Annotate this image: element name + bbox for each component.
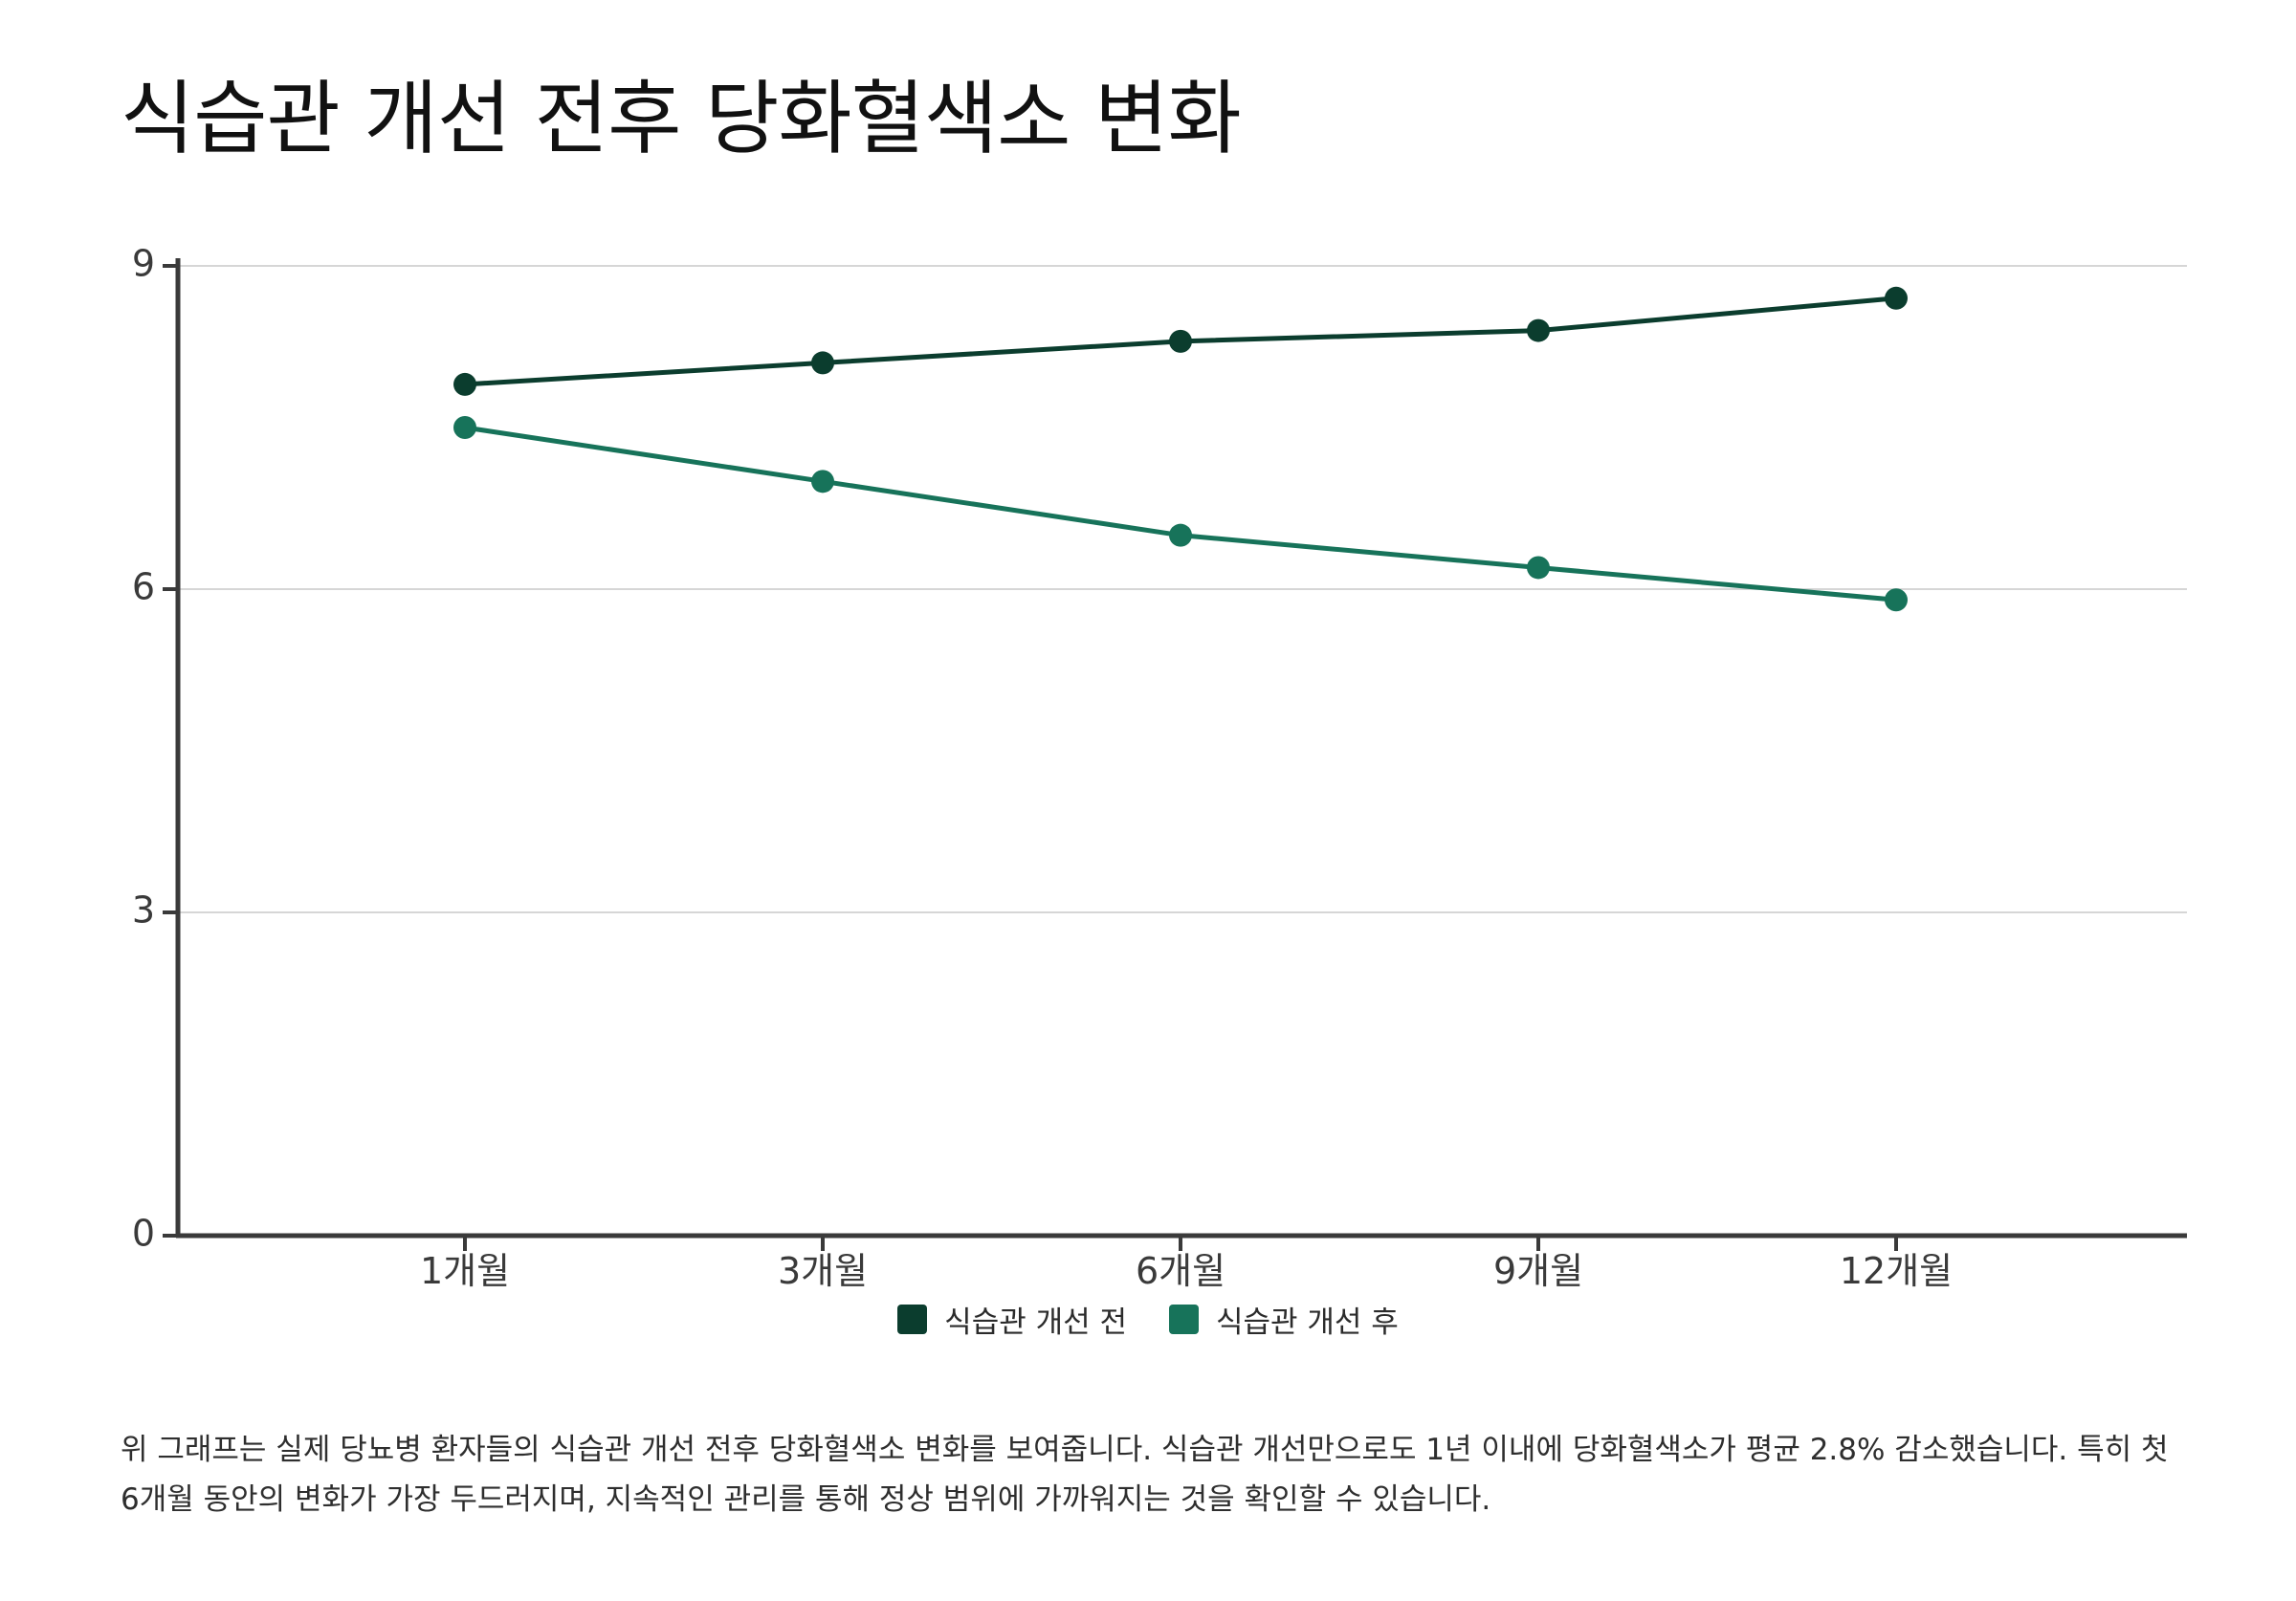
x-tick-label: 9개월 — [1493, 1250, 1583, 1292]
series-lines — [453, 286, 1908, 612]
x-axis-ticks: 1개월 3개월 6개월 9개월 12개월 — [420, 1236, 1953, 1292]
data-point — [811, 351, 834, 375]
data-point — [1885, 588, 1908, 612]
x-tick-label: 3개월 — [778, 1250, 868, 1292]
data-point — [1527, 318, 1550, 342]
data-point — [811, 470, 834, 493]
legend-label-before: 식습관 개선 전 — [944, 1305, 1127, 1340]
legend: 식습관 개선 전 식습관 개선 후 — [0, 1298, 2296, 1341]
y-tick-label: 9 — [132, 243, 155, 285]
x-tick-label: 1개월 — [420, 1250, 510, 1292]
legend-item-after[interactable]: 식습관 개선 후 — [1169, 1298, 1399, 1341]
chart-title: 식습관 개선 전후 당화혈색소 변화 — [121, 72, 1242, 165]
y-tick-label: 0 — [132, 1213, 155, 1255]
data-point — [1169, 329, 1192, 353]
x-tick-label: 6개월 — [1136, 1250, 1225, 1292]
data-point — [1885, 286, 1908, 310]
x-tick-label: 12개월 — [1840, 1250, 1953, 1292]
axes — [175, 258, 2187, 1239]
series-line-1 — [464, 425, 1897, 603]
y-tick-label: 3 — [132, 889, 155, 932]
legend-swatch-before — [897, 1305, 928, 1334]
data-point — [1527, 556, 1550, 580]
legend-label-after: 식습관 개선 후 — [1216, 1305, 1399, 1340]
legend-item-before[interactable]: 식습관 개선 전 — [897, 1298, 1127, 1341]
y-tick-label: 6 — [132, 566, 155, 608]
data-point — [453, 416, 476, 439]
chart-caption: 위 그래프는 실제 당뇨병 환자들의 식습관 개선 전후 당화혈색소 변화를 보… — [121, 1433, 2169, 1517]
legend-swatch-after — [1169, 1305, 1199, 1334]
data-point — [453, 372, 476, 396]
gridlines — [178, 265, 2187, 913]
data-point — [1169, 523, 1192, 547]
y-axis-ticks: 0 3 6 9 — [132, 243, 178, 1255]
